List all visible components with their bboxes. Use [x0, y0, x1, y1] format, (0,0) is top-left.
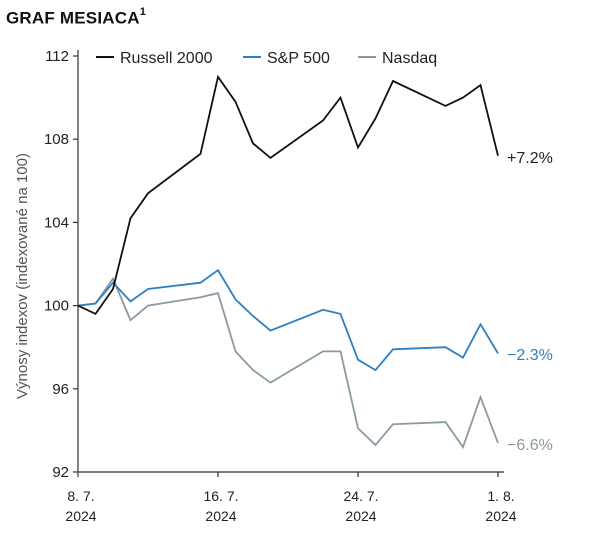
- x-tick-label-day: 8. 7.: [67, 488, 94, 504]
- series-line-s-p-500: [77, 268, 499, 372]
- end-label-s-p-500: −2.3%: [507, 347, 553, 364]
- y-tick-label: 112: [45, 48, 69, 65]
- x-tick-label-year: 2024: [205, 508, 236, 524]
- series-line-russell-2000: [77, 74, 499, 316]
- x-tick-label-year: 2024: [345, 508, 376, 524]
- y-tick-label: 104: [44, 214, 69, 231]
- series-line-nasdaq: [77, 276, 499, 449]
- chart-series: [77, 74, 499, 449]
- end-label-nasdaq: −6.6%: [507, 437, 553, 454]
- chart-end-labels: +7.2% −2.3% −6.6%: [507, 150, 553, 454]
- chart-legend: Russell 2000 S&P 500 Nasdaq: [96, 50, 437, 67]
- legend-label-russell-2000: Russell 2000: [120, 50, 213, 67]
- x-tick-label-day: 24. 7.: [343, 488, 378, 504]
- y-tick-label: 100: [44, 298, 69, 315]
- y-tick-label: 108: [44, 131, 69, 148]
- y-axis-title: Výnosy indexov (indexované na 100): [14, 153, 31, 399]
- x-tick-label-day: 16. 7.: [203, 488, 238, 504]
- chart-title-footnote: 1: [139, 6, 147, 18]
- chart-title: GRAF MESIACA1: [6, 6, 147, 29]
- end-label-russell-2000: +7.2%: [507, 150, 553, 167]
- x-tick-label-day: 1. 8.: [487, 488, 514, 504]
- x-tick-label-year: 2024: [65, 508, 96, 524]
- legend-label-nasdaq: Nasdaq: [382, 50, 437, 67]
- legend-label-s-p-500: S&P 500: [267, 50, 330, 67]
- chart-axes: 112 108 104 100 96 92 Výnosy indexov (indexova…: [14, 48, 517, 524]
- y-tick-label: 92: [52, 464, 69, 481]
- y-tick-label: 96: [52, 381, 69, 398]
- chart-title-text: GRAF MESIACA: [6, 8, 140, 28]
- x-tick-label-year: 2024: [485, 508, 516, 524]
